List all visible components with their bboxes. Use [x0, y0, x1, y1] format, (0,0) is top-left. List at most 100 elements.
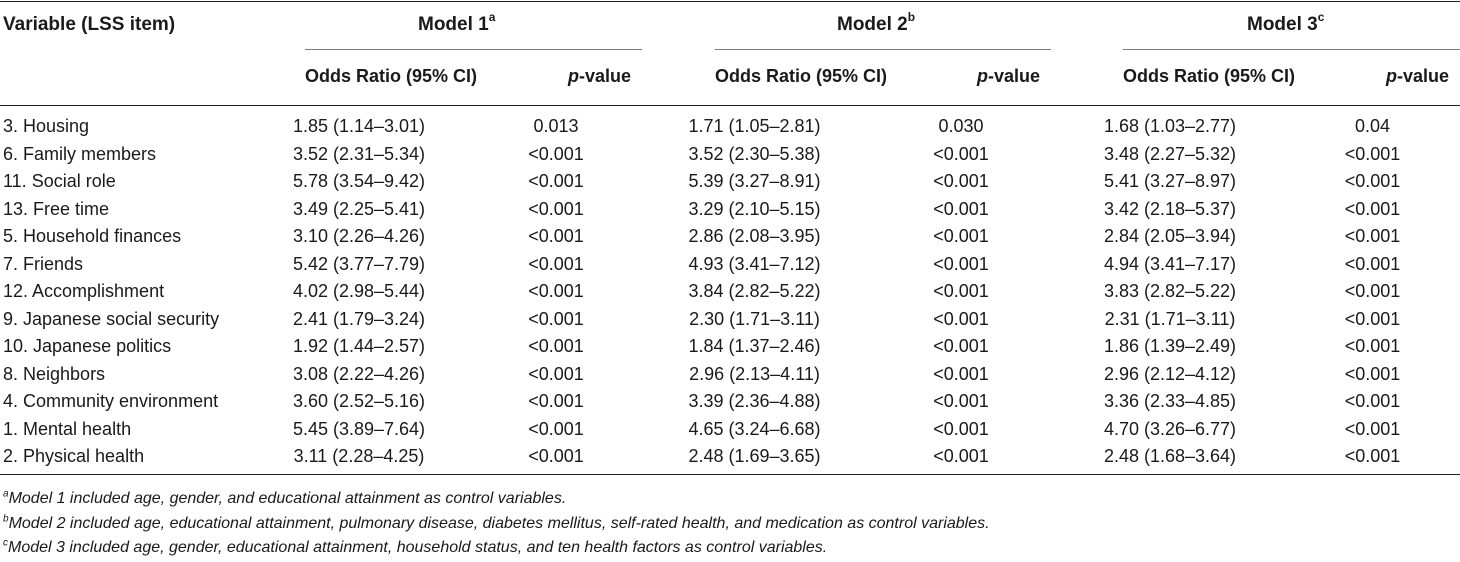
model-2-or-cell: 3.29 (2.10–5.15) [688, 198, 821, 219]
model-3-p-cell: <0.001 [1344, 391, 1401, 412]
model-2-p-cell: <0.001 [933, 281, 989, 302]
model-2-p-cell: <0.001 [933, 446, 989, 467]
p-italic: p [977, 66, 988, 86]
model-3-spanner-rule [1123, 49, 1460, 50]
model-1-or-cell: 5.42 (3.77–7.79) [292, 253, 426, 274]
model-2-or-cell: 3.39 (2.36–4.88) [688, 391, 821, 412]
model-1-or-cell: 5.45 (3.89–7.64) [292, 418, 426, 439]
model-1-p-cell: <0.001 [528, 308, 584, 329]
footnote-text: Model 2 included age, educational attain… [8, 514, 990, 532]
model-3-or-cell: 2.31 (1.71–3.11) [1104, 308, 1236, 329]
variable-cell: 2. Physical health [3, 446, 145, 467]
p-rest: -value [1397, 66, 1450, 86]
model-2-or-cell: 5.39 (3.27–8.91) [688, 171, 821, 192]
table-row: 9. Japanese social security 2.41 (1.79–3.… [0, 306, 1460, 334]
model-3-or-cell: 3.48 (2.27–5.32) [1103, 143, 1237, 164]
variable-cell: 3. Housing [3, 116, 90, 137]
model-3-or-cell: 1.86 (1.39–2.49) [1103, 336, 1237, 357]
model-3-p-cell: <0.001 [1344, 253, 1401, 274]
model-2-p-cell: <0.001 [933, 143, 989, 164]
footnote-sup: c [3, 537, 8, 549]
model-1-or-cell: 5.78 (3.54–9.42) [292, 171, 426, 192]
table-row: 2. Physical health 3.11 (2.28–4.25) <0.001… [0, 443, 1460, 471]
header-bottom-rule [0, 105, 1460, 106]
model-1-or-cell: 1.92 (1.44–2.57) [292, 336, 426, 357]
variable-cell: 5. Household finances [3, 226, 182, 247]
table-body: 3. Housing 1.85 (1.14–3.01) 0.013 1.71 (1.0… [0, 113, 1460, 471]
table-row: 8. Neighbors 3.08 (2.22–4.26) <0.001 2.96 (… [0, 361, 1460, 389]
variable-cell: 7. Friends [3, 253, 84, 274]
model-3-p-cell: 0.04 [1354, 116, 1391, 137]
model-2-p-cell: <0.001 [933, 363, 989, 384]
model-3-p-cell: <0.001 [1344, 308, 1401, 329]
model-3-or-cell: 3.36 (2.33–4.85) [1103, 391, 1237, 412]
variable-cell: 9. Japanese social security [3, 308, 220, 329]
model-1-label: Model 1 [418, 14, 489, 35]
model-3-or-cell: 2.84 (2.05–3.94) [1103, 226, 1237, 247]
footnote-sup: a [3, 488, 9, 500]
model-2-p-cell: <0.001 [933, 336, 989, 357]
model-3-or-cell: 4.94 (3.41–7.17) [1103, 253, 1237, 274]
table-row: 7. Friends 5.42 (3.77–7.79) <0.001 4.93 (3.… [0, 251, 1460, 279]
variable-cell: 1. Mental health [3, 418, 132, 439]
model-3-p-cell: <0.001 [1344, 171, 1401, 192]
bottom-rule [0, 474, 1460, 475]
footnote-a: aModel 1 included age, gender, and educa… [3, 487, 990, 512]
footnote-b: bModel 2 included age, educational attai… [3, 512, 990, 537]
model-1-spanner-rule [305, 49, 642, 50]
model-1-p-cell: 0.013 [533, 116, 579, 137]
model-1-or-cell: 1.85 (1.14–3.01) [292, 116, 426, 137]
model-1-p-cell: <0.001 [528, 281, 584, 302]
model-3-p-cell: <0.001 [1344, 143, 1401, 164]
footnotes: aModel 1 included age, gender, and educa… [3, 487, 990, 561]
model-3-p-header: p-value [1386, 64, 1449, 88]
table-row: 11. Social role 5.78 (3.54–9.42) <0.001 5.3… [0, 168, 1460, 196]
model-1-or-cell: 2.41 (1.79–3.24) [292, 308, 426, 329]
table-row: 5. Household finances 3.10 (2.26–4.26) <0.… [0, 223, 1460, 251]
model-1-or-cell: 3.52 (2.31–5.34) [292, 143, 426, 164]
footnote-text: Model 1 included age, gender, and educat… [8, 490, 567, 507]
table-row: 6. Family members 3.52 (2.31–5.34) <0.001 3… [0, 141, 1460, 169]
top-rule [0, 1, 1460, 2]
table-row: 3. Housing 1.85 (1.14–3.01) 0.013 1.71 (1.0… [0, 113, 1460, 141]
model-1-or-header: Odds Ratio (95% CI) [305, 66, 478, 86]
model-1-p-cell: <0.001 [528, 363, 584, 384]
p-rest: -value [988, 66, 1041, 86]
stub-header: Variable (LSS item) [3, 14, 176, 35]
model-3-label: Model 3 [1247, 14, 1318, 35]
model-1-p-cell: <0.001 [528, 171, 584, 192]
model-2-p-cell: <0.001 [933, 391, 989, 412]
variable-cell: 8. Neighbors [3, 363, 106, 384]
model-1-p-cell: <0.001 [528, 391, 584, 412]
model-1-p-cell: <0.001 [528, 418, 584, 439]
model-1-sup: a [488, 9, 496, 24]
model-1-p-cell: <0.001 [528, 336, 584, 357]
variable-cell: 13. Free time [3, 198, 110, 219]
model-2-or-cell: 1.84 (1.37–2.46) [688, 336, 821, 357]
model-3-header: Model 3c [1247, 11, 1324, 37]
model-3-p-cell: <0.001 [1344, 198, 1401, 219]
model-1-p-cell: <0.001 [528, 253, 584, 274]
table-row: 4. Community environment 3.60 (2.52–5.16)… [0, 388, 1460, 416]
variable-cell: 11. Social role [3, 171, 116, 192]
model-3-p-cell: <0.001 [1344, 226, 1401, 247]
model-3-or-header: Odds Ratio (95% CI) [1123, 66, 1296, 86]
footnote-c: cModel 3 included age, gender, education… [3, 536, 990, 561]
model-2-p-cell: <0.001 [933, 308, 989, 329]
model-2-sup: b [907, 9, 916, 24]
model-1-or-cell: 3.10 (2.26–4.26) [292, 226, 426, 247]
table-row: 12. Accomplishment 4.02 (2.98–5.44) <0.001… [0, 278, 1460, 306]
model-3-or-cell: 3.42 (2.18–5.37) [1103, 198, 1237, 219]
model-3-p-cell: <0.001 [1344, 418, 1401, 439]
model-2-p-cell: <0.001 [933, 418, 989, 439]
model-2-p-cell: <0.001 [933, 171, 989, 192]
model-2-label: Model 2 [837, 14, 908, 35]
p-italic: p [568, 66, 579, 86]
footnote-text: Model 3 included age, gender, educationa… [8, 539, 828, 556]
model-1-or-cell: 3.49 (2.25–5.41) [292, 198, 426, 219]
model-2-or-cell: 2.30 (1.71–3.11) [689, 308, 820, 329]
model-1-p-cell: <0.001 [528, 446, 584, 467]
table-row: 13. Free time 3.49 (2.25–5.41) <0.001 3.29 … [0, 196, 1460, 224]
model-2-p-cell: <0.001 [933, 253, 989, 274]
